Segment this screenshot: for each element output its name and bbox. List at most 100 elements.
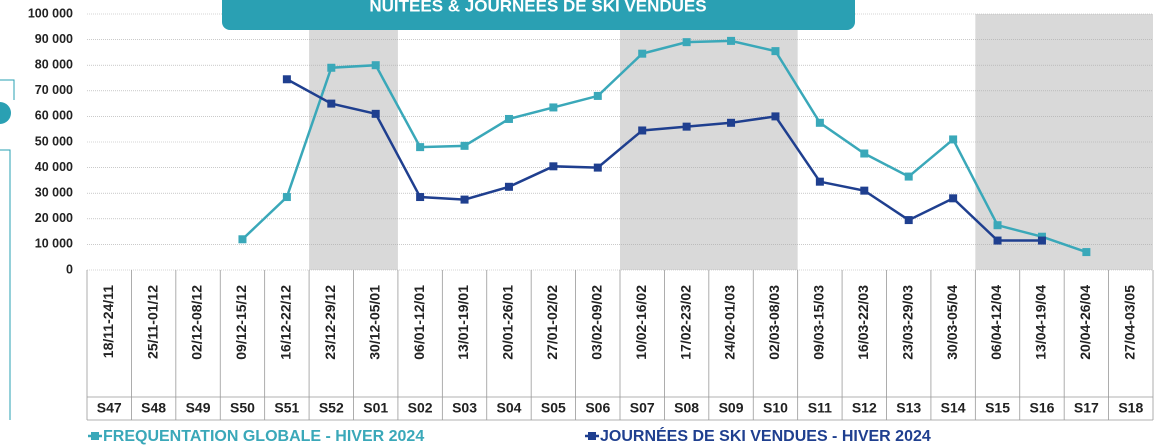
point xyxy=(904,216,913,225)
y-tick-label: 10 000 xyxy=(35,237,73,251)
point xyxy=(771,112,780,121)
x-tick-label: 27/04-03/05 xyxy=(1121,285,1137,360)
week-label: S14 xyxy=(941,400,966,416)
point xyxy=(549,103,558,112)
week-label: S16 xyxy=(1029,400,1054,416)
point xyxy=(327,63,336,72)
week-label: S07 xyxy=(630,400,655,416)
point xyxy=(282,193,291,202)
point xyxy=(327,99,336,108)
week-label: S04 xyxy=(496,400,521,416)
x-tick-label: 23/12-29/12 xyxy=(322,285,338,360)
legend-label: JOURNÉES DE SKI VENDUES - HIVER 2024 xyxy=(600,426,931,445)
week-label: S01 xyxy=(363,400,388,416)
x-tick-label: 30/03-05/04 xyxy=(944,285,960,360)
x-tick-label: 30/12-05/01 xyxy=(366,285,382,360)
point xyxy=(904,172,913,181)
x-tick-label: 09/12-15/12 xyxy=(233,285,249,360)
week-label: S52 xyxy=(319,400,344,416)
week-label: S12 xyxy=(852,400,877,416)
x-tick-label: 20/04-26/04 xyxy=(1077,285,1093,360)
x-tick-label: 25/11-01/12 xyxy=(144,285,160,359)
point xyxy=(593,163,602,172)
x-tick-label: 27/01-02/02 xyxy=(544,285,560,360)
point xyxy=(416,193,425,202)
y-tick-label: 30 000 xyxy=(35,185,73,199)
x-tick-label: 02/03-08/03 xyxy=(766,285,782,360)
point xyxy=(593,91,602,100)
week-label: S49 xyxy=(186,400,211,416)
side-decoration xyxy=(0,79,15,420)
point xyxy=(993,221,1002,230)
point xyxy=(682,38,691,47)
point xyxy=(460,195,469,204)
week-label: S18 xyxy=(1118,400,1143,416)
week-label: S08 xyxy=(674,400,699,416)
x-tick-label: 13/01-19/01 xyxy=(455,285,471,360)
x-tick-label: 03/02-09/02 xyxy=(588,285,604,360)
point xyxy=(815,177,824,186)
chart-title: NUITÉES & JOURNÉES DE SKI VENDUES xyxy=(369,0,706,15)
point xyxy=(727,118,736,127)
x-tick-label: 17/02-23/02 xyxy=(677,285,693,360)
week-label: S48 xyxy=(141,400,166,416)
x-tick-label: 20/01-26/01 xyxy=(500,285,516,360)
x-tick-label: 16/12-22/12 xyxy=(278,285,294,360)
series-line xyxy=(286,78,1042,242)
title-box xyxy=(222,0,855,30)
marks xyxy=(238,36,1091,257)
week-label: S11 xyxy=(808,400,832,416)
y-tick-label: 50 000 xyxy=(35,134,73,148)
point xyxy=(238,235,247,244)
x-tick-label: 02/12-08/12 xyxy=(189,285,205,360)
y-tick-label: 60 000 xyxy=(35,109,73,123)
point xyxy=(815,118,824,127)
point xyxy=(860,186,869,195)
week-label: S17 xyxy=(1074,400,1099,416)
y-tick-label: 40 000 xyxy=(35,160,73,174)
point xyxy=(549,162,558,171)
point xyxy=(949,194,958,203)
series-line xyxy=(241,39,1087,254)
point xyxy=(638,49,647,58)
grid: 0 10 000 20 000 30 000 40 000 50 000 60 000 70 … xyxy=(28,6,1154,421)
week-label: S09 xyxy=(719,400,744,416)
point xyxy=(504,114,513,123)
legend-marker xyxy=(588,432,596,440)
point xyxy=(638,126,647,135)
y-tick-label: 70 000 xyxy=(35,83,73,97)
y-tick-label: 0 xyxy=(66,262,73,276)
x-tick-label: 24/02-01/03 xyxy=(722,285,738,360)
point xyxy=(727,36,736,45)
legend-label: FREQUENTATION GLOBALE - HIVER 2024 xyxy=(103,428,424,445)
week-label: S02 xyxy=(408,400,433,416)
y-tick-label: 100 000 xyxy=(28,6,73,20)
week-label: S50 xyxy=(230,400,255,416)
point xyxy=(371,109,380,118)
legend-marker xyxy=(91,432,99,440)
y-tick-label: 20 000 xyxy=(35,211,73,225)
side-decoration xyxy=(0,102,11,124)
x-tick-label: 13/04-19/04 xyxy=(1033,285,1049,360)
point xyxy=(1082,248,1091,257)
point xyxy=(949,135,958,144)
x-tick-label: 06/04-12/04 xyxy=(988,285,1004,360)
point xyxy=(504,182,513,191)
week-label: S13 xyxy=(896,400,921,416)
point xyxy=(771,47,780,56)
x-tick-label: 09/03-15/03 xyxy=(811,285,827,360)
week-label: S15 xyxy=(985,400,1010,416)
x-tick-label: 23/03-29/03 xyxy=(899,285,915,360)
point xyxy=(860,149,869,158)
x-tick-label: 18/11-24/11 xyxy=(100,285,116,358)
x-tick-label: 16/03-22/03 xyxy=(855,285,871,360)
week-label: S47 xyxy=(97,400,122,416)
point xyxy=(460,141,469,150)
x-tick-label: 10/02-16/02 xyxy=(633,285,649,360)
week-label: S05 xyxy=(541,400,566,416)
point xyxy=(1037,236,1046,245)
week-label: S51 xyxy=(274,400,299,416)
point xyxy=(682,122,691,131)
